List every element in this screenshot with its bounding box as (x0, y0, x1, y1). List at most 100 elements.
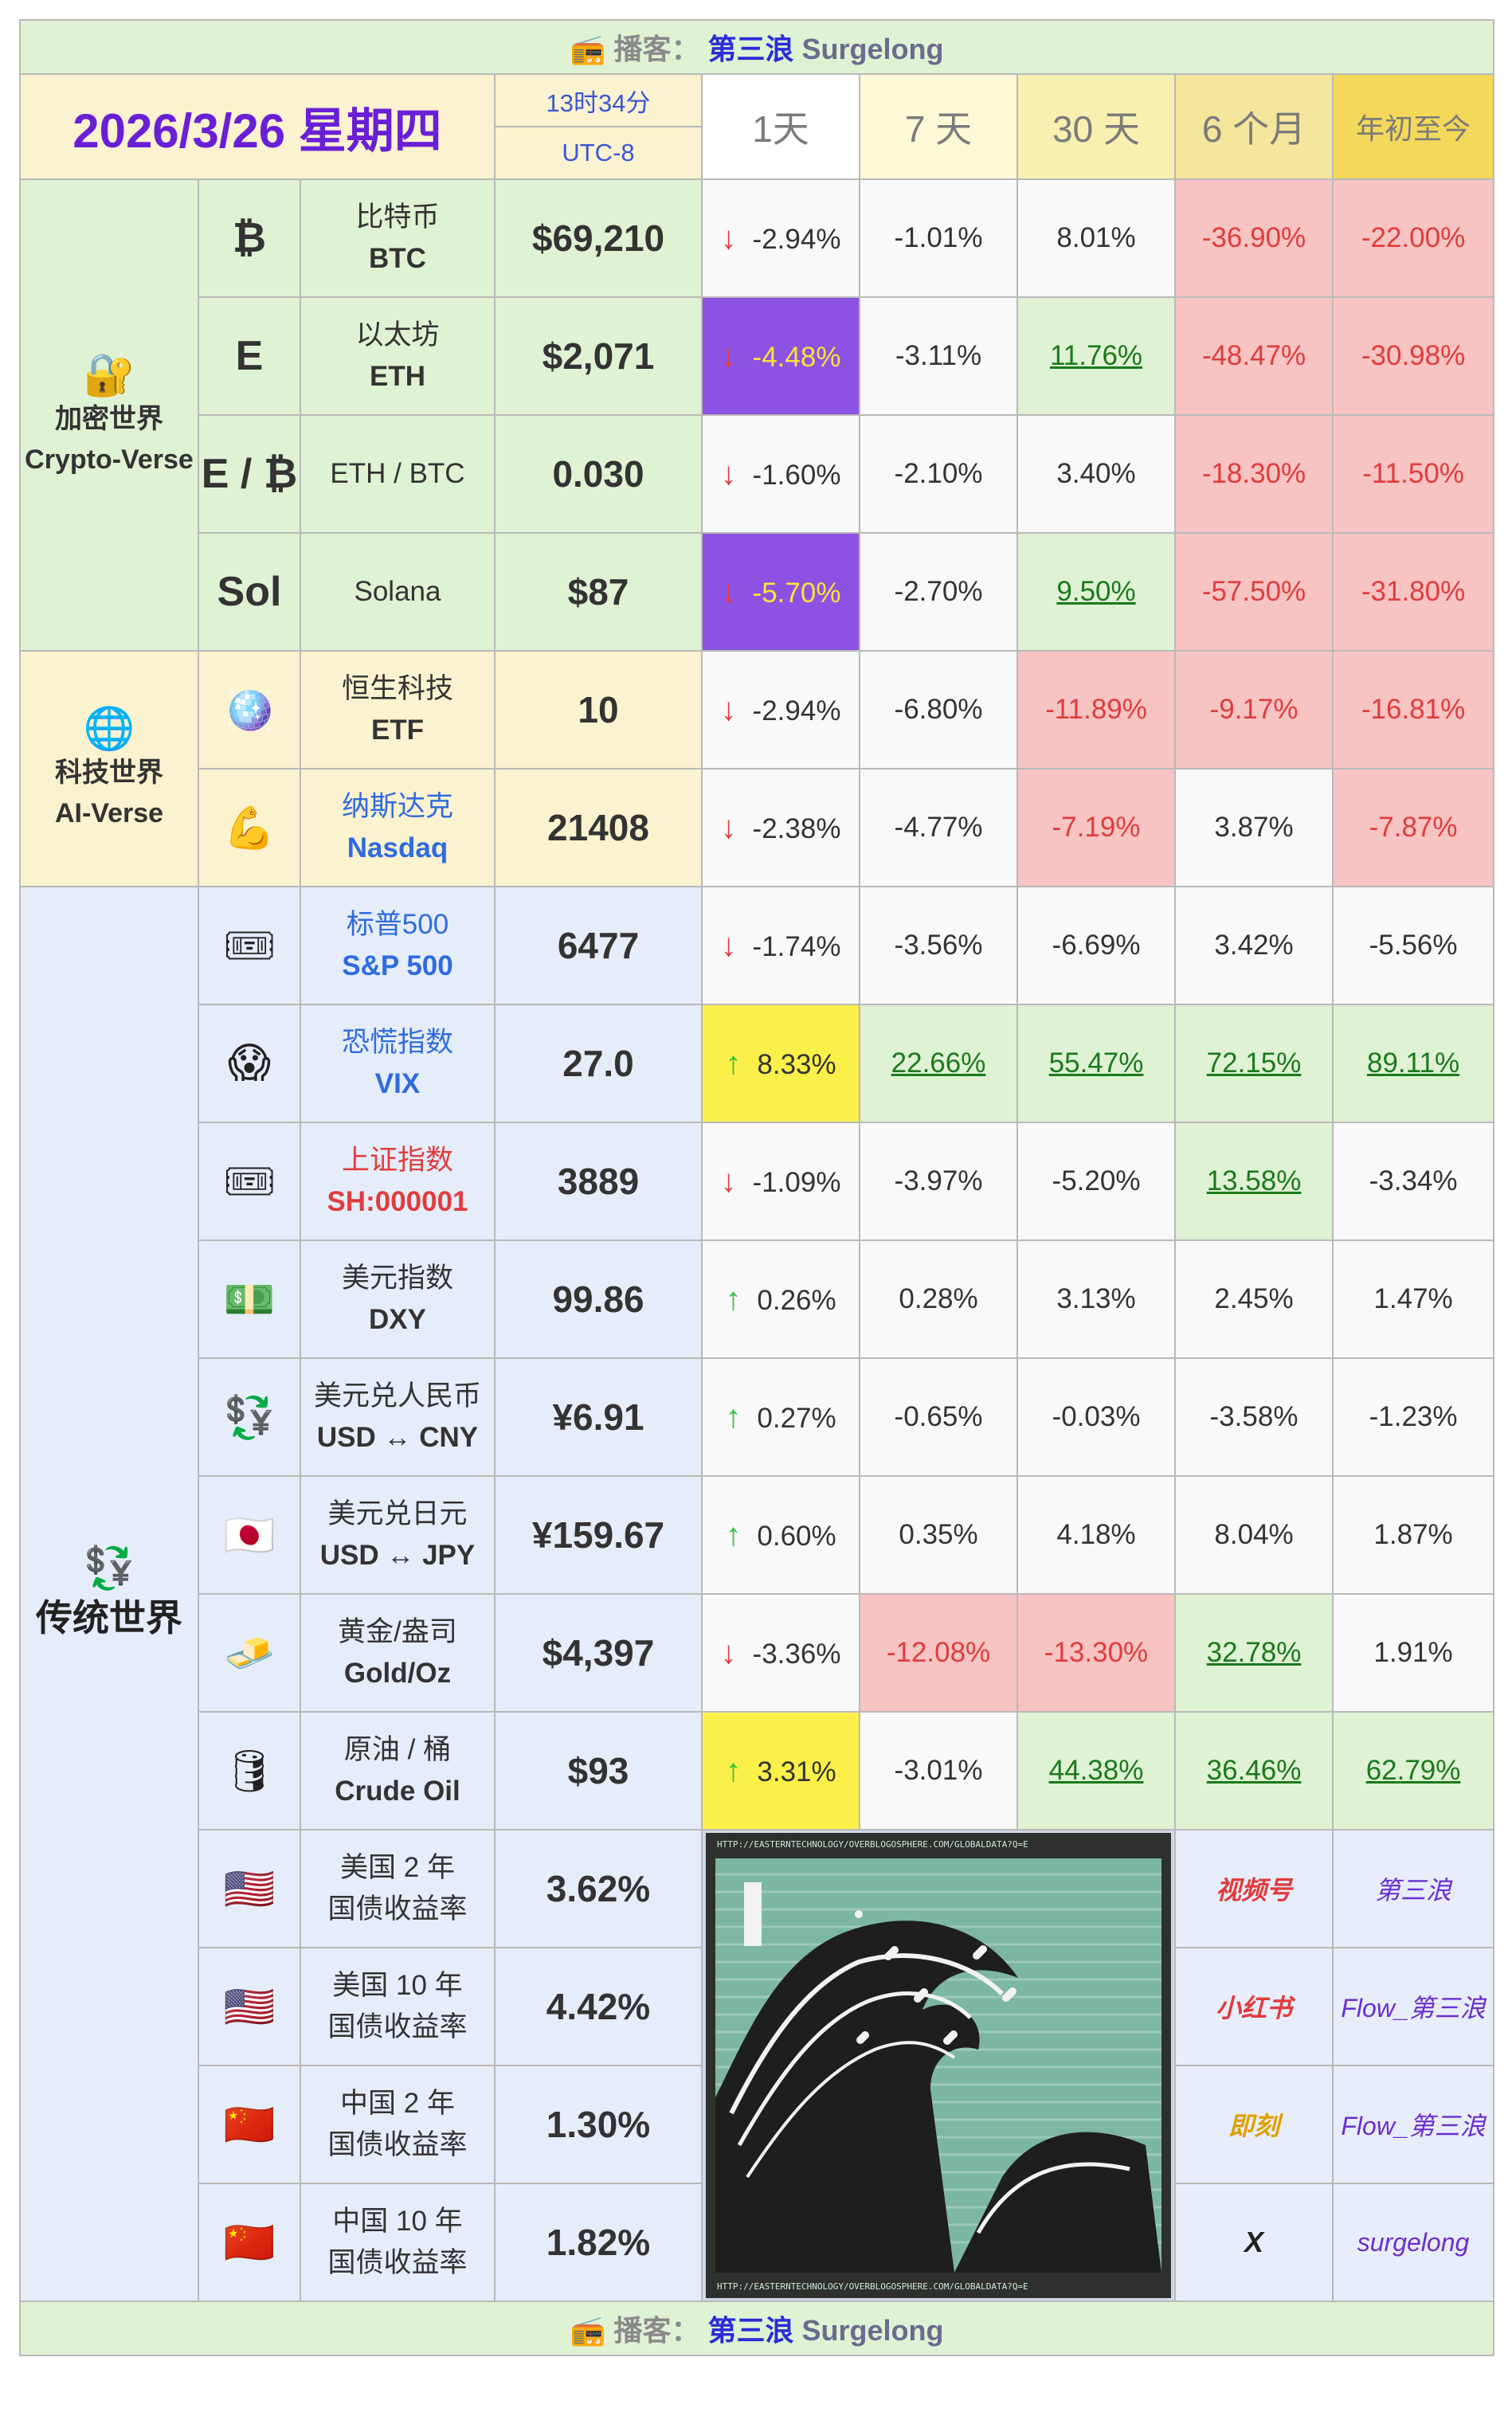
change-cell: ↑ 0.26% (701, 1239, 860, 1359)
asset-icon: 💪 (198, 768, 301, 887)
change-value: -1.09% (752, 1166, 841, 1198)
asset-code: USD ↔ JPY (319, 1540, 476, 1571)
bond-name: 美国 2 年 (340, 1851, 455, 1883)
change-cell: ↓ -2.38% (701, 768, 860, 887)
asset-name-cell: 比特币 BTC (300, 178, 496, 298)
change-value: 3.31% (757, 1756, 836, 1787)
change-cell: -3.97% (859, 1122, 1018, 1241)
group-name-en: Crypto-Verse (25, 444, 194, 475)
change-cell: 36.46% (1174, 1711, 1334, 1831)
asset-code: BTC (369, 243, 426, 274)
change-value: -3.11% (895, 340, 982, 371)
arrow-down-icon: ↓ (720, 574, 737, 609)
change-cell: 44.38% (1016, 1711, 1176, 1831)
change-cell: ↓ -1.74% (701, 886, 860, 1005)
podcast-banner-top: 📻 播客： 第三浪 Surgelong (18, 19, 1495, 75)
asset-name: 恒生科技 (341, 672, 453, 704)
group-name: 传统世界 (36, 1597, 182, 1639)
change-cell: 3.87% (1174, 768, 1334, 887)
asset-name: 美元兑人民币 (313, 1380, 481, 1412)
change-value: -1.60% (752, 459, 841, 491)
change-cell: ↓ -2.94% (701, 650, 860, 769)
change-value: -13.30% (1044, 1637, 1149, 1668)
change-cell: 89.11% (1331, 1004, 1495, 1123)
change-cell: -0.03% (1016, 1357, 1176, 1477)
change-cell: -2.10% (859, 414, 1018, 534)
asset-icon: 🪩 (198, 650, 301, 769)
change-value: -3.01% (894, 1755, 983, 1786)
change-cell: -3.34% (1331, 1122, 1495, 1241)
change-cell: -30.98% (1331, 296, 1495, 416)
asset-code: DXY (369, 1304, 426, 1335)
change-value: -5.20% (1052, 1165, 1141, 1196)
change-value: 8.33% (757, 1048, 836, 1080)
asset-row: 🌐 科技世界 AI-Verse 🪩 恒生科技 ETF 10 ↓ -2.94% -6.80% -11.… (19, 650, 1495, 887)
asset-name: Solana (354, 575, 441, 607)
asset-row: 😱 恐慌指数 VIX 27.0 ↑ 8.33% 22.66% 55.47% 72.15% 89.1… (20, 1004, 1495, 1123)
change-cell: 55.47% (1016, 1004, 1176, 1123)
asset-icon: Sol (198, 532, 301, 652)
asset-icon: E / ₿ (198, 414, 301, 534)
asset-code: Nasdaq (347, 832, 449, 863)
change-cell: -22.00% (1331, 178, 1495, 298)
change-value: -7.87% (1369, 812, 1458, 843)
change-value: -0.03% (1052, 1401, 1141, 1432)
change-value: -2.10% (894, 458, 983, 489)
social-platform: 即刻 (1174, 2065, 1334, 2184)
period-header-1d: 1天 (701, 73, 860, 180)
change-value: -1.74% (752, 930, 841, 962)
change-value: -2.94% (752, 695, 841, 726)
change-value: 0.60% (757, 1520, 836, 1552)
globe-icon: 🌐 (83, 705, 135, 752)
change-cell: -9.17% (1174, 650, 1334, 769)
asset-icon: 😱 (198, 1004, 301, 1123)
change-cell: 0.35% (859, 1475, 1018, 1595)
bond-name: 美国 10 年 (332, 1969, 463, 2001)
change-cell: -6.69% (1016, 886, 1176, 1005)
asset-icon: 💱 (198, 1357, 301, 1477)
asset-name-cell: 标普500 S&P 500 (300, 886, 496, 1005)
timezone-label: UTC-8 (494, 126, 703, 180)
asset-price: $87 (494, 532, 703, 652)
asset-name-cell: Solana (300, 532, 496, 652)
asset-icon: 🎟 (198, 886, 301, 1005)
change-value: 2.45% (1214, 1283, 1294, 1314)
change-cell: ↑ 0.60% (701, 1475, 860, 1595)
market-table-wrapper: 📻 播客： 第三浪 Surgelong 2026/3/26 星期四 13时34分… (18, 19, 1495, 2356)
asset-name-cell: 以太坊 ETH (300, 296, 496, 416)
bond-subtitle: 国债收益率 (327, 2129, 468, 2160)
change-value: -2.38% (752, 812, 841, 844)
bond-row: 🇨🇳 中国 2 年国债收益率 1.30% 即刻 Flow_第三浪 (20, 2065, 1495, 2184)
change-value: 3.87% (1214, 812, 1294, 843)
change-cell: -7.87% (1331, 768, 1495, 887)
bond-name-cell: 中国 2 年国债收益率 (300, 2065, 496, 2184)
change-value: -7.19% (1052, 812, 1141, 843)
change-value: -3.56% (894, 930, 983, 961)
change-cell: -7.19% (1016, 768, 1176, 887)
change-value: 8.01% (1056, 222, 1136, 253)
image-caption-bottom: HTTP://EASTERNTECHNOLOGY/OVERBLOGOSPHERE… (717, 2281, 1028, 2292)
arrow-down-icon: ↓ (720, 809, 737, 845)
asset-price: $69,210 (494, 178, 703, 298)
asset-name: 以太坊 (355, 319, 440, 350)
bond-yield: 4.42% (494, 1947, 703, 2066)
asset-row: 🔐 加密世界 Crypto-Verse ₿ 比特币 BTC $69,210 ↓ -2.94% -1… (19, 178, 1495, 652)
change-value: 36.46% (1206, 1755, 1302, 1786)
change-cell: -1.23% (1331, 1357, 1495, 1477)
change-value: -16.81% (1361, 694, 1466, 725)
date-title: 2026/3/26 星期四 (19, 73, 496, 180)
flag-icon: 🇨🇳 (198, 2065, 301, 2184)
change-value: -3.97% (894, 1165, 983, 1196)
change-value: -36.90% (1201, 222, 1306, 253)
market-table: 📻 播客： 第三浪 Surgelong 2026/3/26 星期四 13时34分… (18, 19, 1495, 2356)
arrow-up-icon: ↑ (725, 1399, 742, 1435)
arrow-down-icon: ↓ (720, 338, 737, 374)
change-cell: -0.65% (859, 1357, 1018, 1477)
change-value: -6.80% (894, 694, 983, 725)
period-header-ytd: 年初至今 (1331, 73, 1495, 180)
change-cell: 8.04% (1174, 1475, 1334, 1595)
asset-name-cell: 上证指数 SH:000001 (300, 1122, 496, 1241)
change-value: 11.76% (1049, 340, 1143, 371)
asset-icon: ₿ (198, 178, 301, 298)
flag-icon: 🇺🇸 (198, 1947, 301, 2066)
